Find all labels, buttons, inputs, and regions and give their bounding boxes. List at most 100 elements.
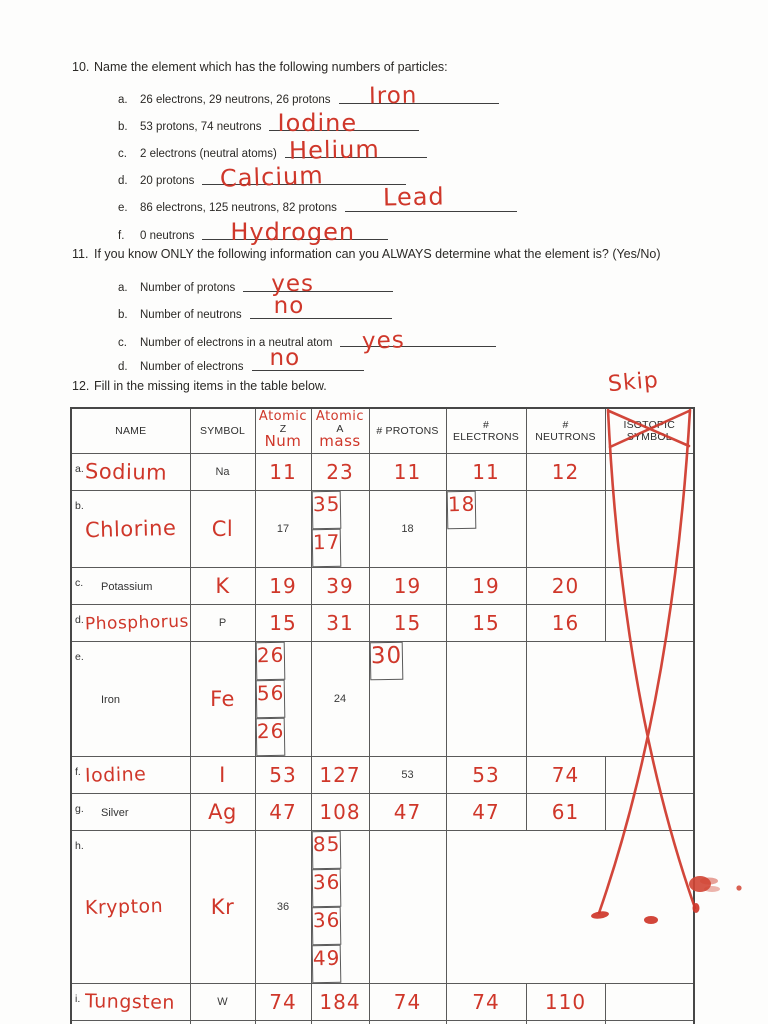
header-electrons: # ELECTRONS [445, 407, 527, 454]
electrons-cell: 19 [445, 567, 527, 605]
header-neutrons-label: NEUTRONS [535, 431, 596, 443]
q10-item-a: a. 26 electrons, 29 neutrons, 26 protons… [118, 83, 499, 109]
name-cell: d. Phosphorus [70, 604, 191, 642]
neutrons-cell: 20 [525, 567, 606, 605]
a-cell: 108 [310, 793, 370, 831]
neutrons-cell: 16 [525, 604, 606, 642]
isotopic-cell [604, 604, 695, 642]
answer-blank: Calcium [202, 161, 407, 193]
protons-cell: 36 [311, 868, 342, 908]
handwritten-header-note: mass [319, 431, 361, 450]
item-text: 53 protons, 74 neutrons [140, 121, 262, 133]
protons-cell: 11 [368, 453, 447, 491]
symbol-cell: Fe [189, 641, 256, 757]
protons-cell: 15 [368, 604, 447, 642]
answer-blank: Lead [344, 182, 517, 212]
isotopic-cell [604, 567, 695, 605]
table-row: g. Silver Ag 47 108 47 47 61 [70, 793, 695, 831]
item-text: 86 electrons, 125 neutrons, 82 protons [140, 202, 337, 214]
z-cell: 17 [254, 490, 312, 568]
header-electrons-label: ELECTRONS [453, 431, 519, 443]
table-row: f. Iodine I 53 127 53 53 74 [70, 756, 695, 794]
neutrons-cell: 30 [369, 641, 404, 681]
data-table: NAME SYMBOL Atomic Z Num Atomic A mass #… [70, 407, 695, 1024]
question-number: 11. [72, 247, 89, 261]
table-row: b. Chlorine Cl 17 35 17 18 18 [70, 490, 694, 568]
answer-blank: no [251, 347, 364, 371]
protons-cell: 53 [368, 756, 447, 794]
handwritten-answer: no [273, 293, 305, 319]
a-cell: 184 [310, 983, 370, 1021]
name-cell: g. Silver [70, 793, 191, 831]
table-row: c. Potassium K 19 39 19 19 20 [70, 567, 695, 605]
header-isotopic-symbol: ISOTOPIC SYMBOL [604, 407, 695, 454]
protons-cell: 29 [368, 1020, 447, 1024]
element-name: Phosphorus [84, 611, 190, 635]
isotopic-cell [604, 453, 695, 491]
neutrons-cell: 61 [525, 793, 606, 831]
isotopic-cell [604, 1020, 695, 1024]
question-11-heading: 11. If you know ONLY the following inform… [72, 247, 661, 261]
item-letter: c. [118, 337, 127, 349]
neutrons-cell: 110 [525, 983, 606, 1021]
question-text: If you know ONLY the following informati… [94, 247, 661, 261]
question-10-heading: 10. Name the element which has the follow… [72, 60, 448, 74]
symbol-cell: K [189, 567, 256, 605]
header-name: NAME [70, 407, 191, 454]
header-protons: # PROTONS [368, 407, 447, 454]
neutrons-cell: 18 [446, 490, 477, 530]
skip-annotation: Skip [607, 367, 660, 398]
name-cell: f. Iodine [70, 756, 191, 794]
isotopic-cell [604, 983, 695, 1021]
handwritten-answer: yes [271, 271, 314, 297]
q11-item-a: a. Number of protons yes [118, 271, 394, 297]
row-letter: e. [75, 651, 84, 663]
a-cell: 64 [310, 1020, 370, 1024]
answer-blank: Iron [338, 83, 499, 109]
row-letter: f. [75, 766, 81, 778]
a-cell: 85 [311, 830, 342, 870]
handwritten-answer: Hydrogen [230, 218, 356, 246]
z-cell: 47 [254, 793, 312, 831]
a-cell: 127 [310, 756, 370, 794]
isotopic-cell [525, 490, 606, 568]
name-cell: e. Iron [70, 641, 191, 757]
header-symbol-label: SYMBOL [626, 431, 672, 443]
item-letter: b. [118, 121, 128, 133]
name-cell: j.Copper [70, 1020, 191, 1024]
z-cell: 19 [254, 567, 312, 605]
z-cell: 29 [254, 1020, 312, 1024]
item-letter: c. [118, 148, 127, 160]
answer-blank: Iodine [269, 111, 420, 135]
isotopic-cell [445, 641, 527, 757]
table-row: i. Tungsten W 74 184 74 74 110 [70, 983, 695, 1021]
header-hash: # [562, 419, 569, 431]
isotopic-cell [604, 756, 695, 794]
a-cell: 31 [310, 604, 370, 642]
question-text: Fill in the missing items in the table b… [94, 379, 327, 393]
item-text: Number of electrons [140, 361, 244, 373]
electrons-cell: 36 [311, 906, 342, 946]
neutrons-cell: 49 [311, 944, 342, 984]
q11-item-d: d. Number of electrons no [118, 347, 364, 373]
neutrons-cell: 12 [525, 453, 606, 491]
name-cell: c. Potassium [70, 567, 191, 605]
table-row: a. Sodium Na 11 23 11 11 12 [70, 453, 695, 491]
item-letter: b. [118, 309, 128, 321]
a-cell: 35 [311, 490, 342, 530]
item-text: 2 electrons (neutral atoms) [140, 148, 277, 160]
z-cell: 74 [254, 983, 312, 1021]
neutrons-cell: 35 [525, 1020, 606, 1024]
element-name: Potassium [101, 581, 153, 593]
row-letter: i. [75, 993, 81, 1005]
electrons-cell: 24 [310, 641, 370, 757]
item-text: 26 electrons, 29 neutrons, 26 protons [140, 94, 331, 106]
z-cell: 15 [254, 604, 312, 642]
a-cell: 23 [310, 453, 370, 491]
answer-blank: Hydrogen [202, 220, 389, 244]
q11-item-c: c. Number of electrons in a neutral atom… [118, 327, 497, 355]
electrons-cell: 29 [445, 1020, 527, 1024]
symbol-cell: Na [189, 453, 256, 491]
header-isotopic-label: ISOTOPIC [623, 419, 676, 431]
